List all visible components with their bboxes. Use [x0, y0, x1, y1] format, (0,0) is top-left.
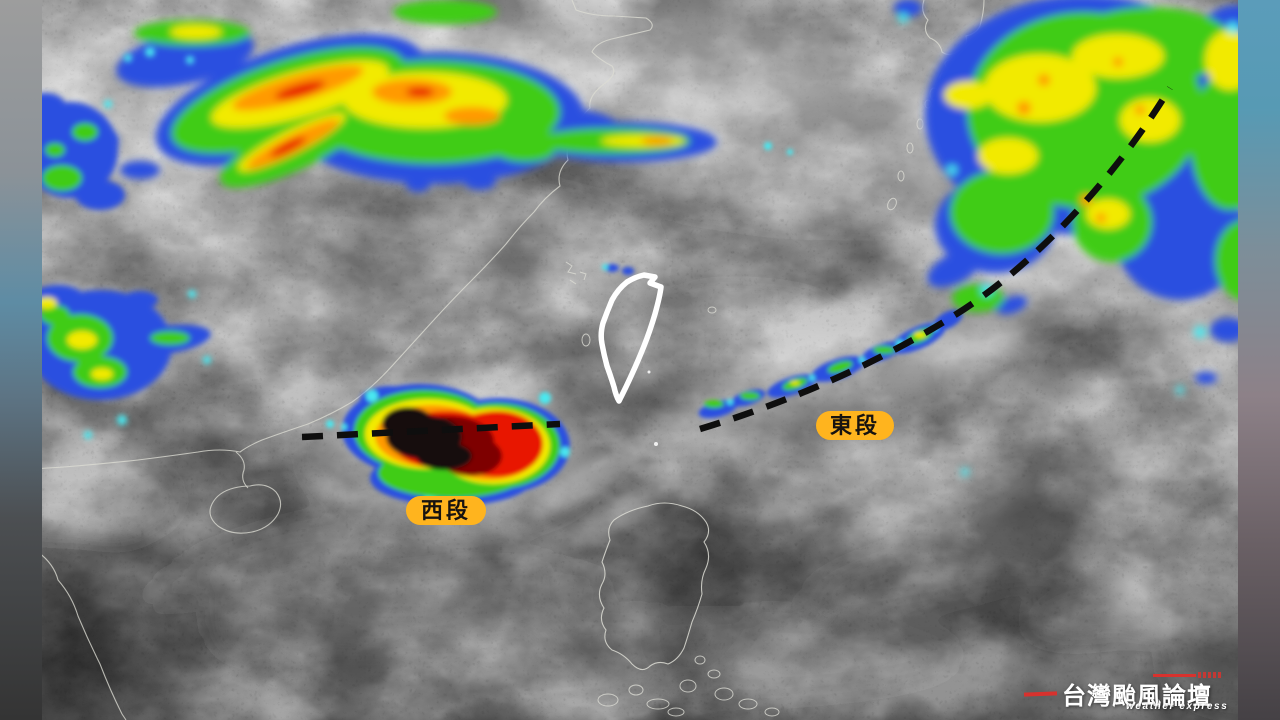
- leizhou-peninsula: [235, 451, 249, 489]
- front-lines: [301, 86, 1173, 441]
- convection-left-edge: [22, 47, 194, 210]
- cloud-streaks: [516, 436, 944, 570]
- convection-china-band: [92, 0, 717, 192]
- china-coastline: [0, 0, 653, 472]
- brand-name: 台灣颱風論壇: [1062, 683, 1212, 710]
- convection-northeast: [894, 0, 1280, 476]
- philippine-islands: [597, 655, 780, 717]
- convection-east-chain: [602, 142, 963, 419]
- front-west-label-badge: 西段: [406, 496, 486, 525]
- front-east-label-badge: 東段: [816, 411, 894, 440]
- watermark-main-row: 台灣颱風論壇: [1023, 676, 1212, 711]
- watermark-mini-accent: [1153, 672, 1222, 678]
- penghu-and-coastal-islets: [565, 261, 658, 446]
- east-front-dashed-line: [699, 86, 1173, 433]
- letterbox-blur-right: [1238, 0, 1280, 720]
- hainan-island: [209, 484, 282, 534]
- luzon-island: [598, 502, 710, 671]
- red-accent-line: [1023, 690, 1058, 697]
- brand-subtitle: weather express: [1126, 701, 1229, 712]
- taiwan-outline: [598, 272, 664, 404]
- letterbox-blur-left: [0, 0, 42, 720]
- red-mini-marks: [1198, 672, 1222, 678]
- red-mini-line: [1153, 673, 1196, 677]
- brand-watermark: 台灣颱風論壇 weather express: [1020, 662, 1235, 718]
- west-front-dashed-line: [301, 420, 561, 441]
- convection-left-middle: [28, 285, 211, 439]
